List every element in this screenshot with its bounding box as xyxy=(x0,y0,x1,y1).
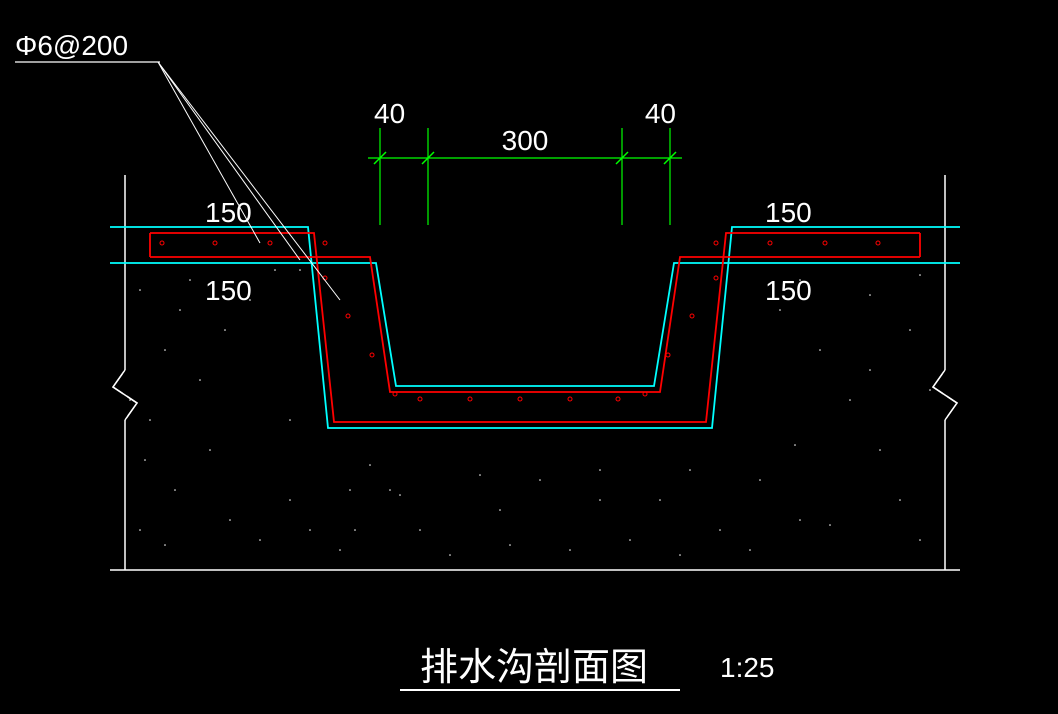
soil-dot xyxy=(369,464,371,466)
drainage-section-drawing: 40 300 40 150 150 150 150 Φ6@200 排水沟剖面图 1:25 xyxy=(0,0,1058,714)
soil-dot xyxy=(259,539,261,541)
rebar-dot xyxy=(616,397,620,401)
soil-dot xyxy=(189,279,191,281)
soil-dot xyxy=(179,309,181,311)
soil-dot xyxy=(779,309,781,311)
soil-dot xyxy=(879,449,881,451)
soil-dot xyxy=(339,549,341,551)
soil-dot xyxy=(819,349,821,351)
soil-dot xyxy=(309,529,311,531)
dim-150-tl: 150 xyxy=(205,197,252,228)
soil-dot xyxy=(659,499,661,501)
rebar-dot xyxy=(370,353,374,357)
rebar-dot xyxy=(768,241,772,245)
soil-dot xyxy=(869,369,871,371)
soil-dot xyxy=(209,449,211,451)
rebar-outer xyxy=(150,233,920,422)
soil-dot xyxy=(144,459,146,461)
rebar-dot xyxy=(714,241,718,245)
soil-dot xyxy=(389,489,391,491)
soil-dot xyxy=(759,479,761,481)
rebar-dot xyxy=(518,397,522,401)
soil-dot xyxy=(849,399,851,401)
rebar-dot xyxy=(268,241,272,245)
soil-dot xyxy=(299,269,301,271)
soil-dot xyxy=(229,519,231,521)
soil-dot xyxy=(399,494,401,496)
soil-dot xyxy=(829,524,831,526)
soil-dot xyxy=(149,419,151,421)
rebar-label: Φ6@200 xyxy=(15,30,128,61)
rebar-dot xyxy=(213,241,217,245)
soil-dot xyxy=(629,539,631,541)
rebar-dot xyxy=(568,397,572,401)
rebar-dot xyxy=(690,314,694,318)
soil-dot xyxy=(539,479,541,481)
rebar-dot xyxy=(346,314,350,318)
soil-dot xyxy=(289,499,291,501)
soil-dot xyxy=(224,329,226,331)
dim-40-right: 40 xyxy=(645,98,676,129)
soil-dot xyxy=(929,389,931,391)
soil-dot xyxy=(199,379,201,381)
soil-dot xyxy=(869,294,871,296)
soil-dot xyxy=(599,469,601,471)
soil-dot xyxy=(419,529,421,531)
soil-dot xyxy=(749,549,751,551)
rebar-leader xyxy=(158,62,340,300)
soil-dot xyxy=(274,269,276,271)
soil-dot xyxy=(349,489,351,491)
soil-dot xyxy=(354,529,356,531)
rebar-leader xyxy=(158,62,300,260)
drawing-scale: 1:25 xyxy=(720,652,775,683)
soil-dot xyxy=(799,519,801,521)
soil-dot xyxy=(139,529,141,531)
soil-dot xyxy=(449,554,451,556)
soil-dot xyxy=(479,474,481,476)
soil-dot xyxy=(164,544,166,546)
rebar-dot xyxy=(876,241,880,245)
dim-40-left: 40 xyxy=(374,98,405,129)
dim-300: 300 xyxy=(502,125,549,156)
rebar-dot xyxy=(823,241,827,245)
soil-dot xyxy=(909,329,911,331)
soil-dot xyxy=(899,499,901,501)
rebar-dot xyxy=(323,241,327,245)
rebar-dot xyxy=(468,397,472,401)
soil-dot xyxy=(569,549,571,551)
drawing-title: 排水沟剖面图 xyxy=(420,647,648,689)
soil-dot xyxy=(919,539,921,541)
soil-dot xyxy=(679,554,681,556)
dim-150-tr: 150 xyxy=(765,197,812,228)
rebar-dot xyxy=(666,353,670,357)
rebar-dot xyxy=(418,397,422,401)
soil-dot xyxy=(289,419,291,421)
dim-150-br: 150 xyxy=(765,275,812,306)
dim-150-bl: 150 xyxy=(205,275,252,306)
soil-dot xyxy=(689,469,691,471)
soil-dot xyxy=(794,444,796,446)
soil-dot xyxy=(499,509,501,511)
soil-dot xyxy=(139,289,141,291)
soil-dot xyxy=(174,489,176,491)
soil-dot xyxy=(509,544,511,546)
soil-dot xyxy=(719,529,721,531)
soil-dot xyxy=(599,499,601,501)
rebar-dot xyxy=(160,241,164,245)
soil-dot xyxy=(919,274,921,276)
soil-dot xyxy=(164,349,166,351)
rebar-dot xyxy=(714,276,718,280)
